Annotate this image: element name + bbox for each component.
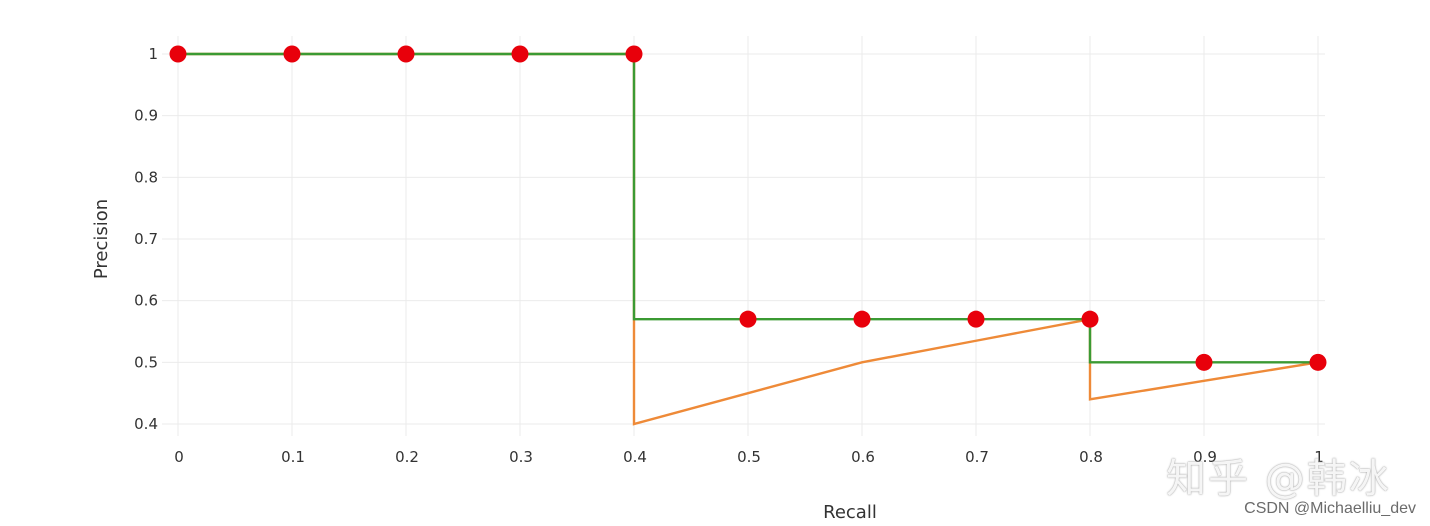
x-tick-label: 0.6 (851, 448, 875, 466)
y-tick-label: 0.4 (134, 415, 158, 433)
data-point (853, 310, 871, 328)
x-tick-label: 0.3 (509, 448, 533, 466)
data-point (511, 45, 529, 63)
y-tick-label: 0.5 (134, 353, 158, 371)
x-tick-label: 0.8 (1079, 448, 1103, 466)
data-point (739, 310, 757, 328)
x-tick-label: 0.9 (1193, 448, 1217, 466)
data-point (169, 45, 187, 63)
y-tick-label: 0.6 (134, 292, 158, 310)
x-tick-label: 0.2 (395, 448, 419, 466)
zhihu-watermark: 知乎 @韩冰 (1166, 456, 1391, 502)
data-point (1195, 353, 1213, 371)
data-point (397, 45, 415, 63)
data-point (1081, 310, 1099, 328)
x-tick-label: 0.5 (737, 448, 761, 466)
data-point (283, 45, 301, 63)
y-tick-label: 0.8 (134, 168, 158, 186)
y-tick-label: 1 (148, 45, 158, 63)
data-point (625, 45, 643, 63)
csdn-watermark: CSDN @Michaelliu_dev (1244, 500, 1416, 517)
y-axis-title: Precision (91, 199, 112, 279)
y-tick-label: 0.7 (134, 230, 158, 248)
data-points (169, 45, 1327, 371)
x-tick-label: 0.4 (623, 448, 647, 466)
data-point (1309, 353, 1327, 371)
y-tick-label: 0.9 (134, 107, 158, 125)
x-tick-label: 0.1 (281, 448, 305, 466)
x-tick-label: 0 (174, 448, 184, 466)
x-tick-label: 1 (1314, 448, 1324, 466)
grid-lines (162, 36, 1325, 436)
x-axis-title: Recall (823, 502, 877, 523)
data-point (967, 310, 985, 328)
x-tick-labels: 0 0.1 0.2 0.3 0.4 0.5 0.6 0.7 0.8 0.9 1 (174, 448, 1324, 466)
x-tick-label: 0.7 (965, 448, 989, 466)
y-tick-labels: 0.4 0.5 0.6 0.7 0.8 0.9 1 (134, 45, 158, 433)
